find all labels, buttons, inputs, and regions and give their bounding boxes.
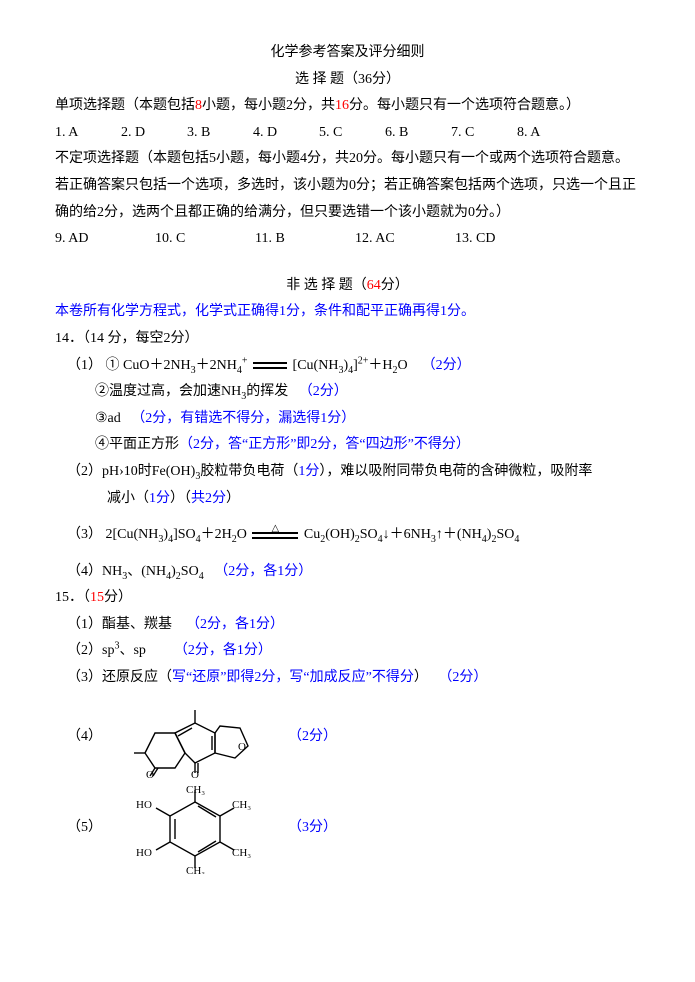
ch3-label: CH₃ xyxy=(186,784,205,796)
mcq-intro: 单项选择题（本题包括8小题，每小题2分，共16分。每小题只有一个选项符合题意。） xyxy=(55,93,640,120)
pts: （2分） xyxy=(438,670,487,685)
text: 分） xyxy=(381,278,409,293)
mcq-answer: 6. B xyxy=(385,120,451,147)
text: ③ad xyxy=(95,411,121,426)
pts: （2分，各1分） xyxy=(186,617,284,632)
text: ），难以吸附同带负电荷的含砷微粒，吸附率 xyxy=(319,464,592,479)
pts: （2分） xyxy=(288,724,337,751)
scoring-note: 本卷所有化学方程式，化学式正确得1分，条件和配平正确再得1分。 xyxy=(55,299,640,326)
pts: 1分 xyxy=(298,464,319,479)
q14-1-4: ④平面正方形（2分，答“正方形”即2分，答“四边形”不得分） xyxy=(55,432,640,459)
q14-3: （3） 2[Cu(NH3)4]SO4＋2H2O △ Cu2(OH)2SO4↓＋6… xyxy=(55,522,640,549)
ho-label: HO xyxy=(136,799,152,811)
text: 小题，每小题2分，共 xyxy=(202,98,335,113)
text: ②温度过高，会加速NH3的挥发 xyxy=(95,384,288,399)
text: 非 选 择 题（ xyxy=(286,278,367,293)
multi-answer: 11. B xyxy=(255,226,355,253)
mcq-answers: 1. A2. D3. B4. D5. C6. B7. C8. A xyxy=(55,120,640,147)
section1-heading: 选 择 题（36分） xyxy=(55,67,640,94)
svg-text:O: O xyxy=(146,769,154,778)
label: （5） xyxy=(67,815,102,842)
ch3-label: CH₃ xyxy=(232,847,251,859)
pts: 共2分 xyxy=(191,491,226,506)
q14-2: （2）pH›10时Fe(OH)3胶粒带负电荷（1分），难以吸附同带负电荷的含砷微… xyxy=(55,459,640,512)
q14-1-1: （1） ① CuO＋2NH3＋2NH4+ [Cu(NH3)4]2+＋H2O （2… xyxy=(55,353,640,380)
circled-1: ① xyxy=(106,358,120,373)
q15-4: （4） O O O （2分） xyxy=(67,698,640,778)
q15-3: （3）还原反应（写“还原”即得2分，写“加成反应”不得分） （2分） xyxy=(55,665,640,692)
pts: 15 xyxy=(90,590,104,605)
text: （2）sp3、sp xyxy=(67,643,146,658)
text: ） xyxy=(226,491,240,506)
q14-4: （4）NH3、(NH4)2SO4 （2分，各1分） xyxy=(55,559,640,586)
reaction-arrow-icon xyxy=(253,362,287,369)
heated-arrow-icon: △ xyxy=(252,525,298,539)
eq-right: Cu2(OH)2SO4↓＋6NH3↑＋(NH4)2SO4 xyxy=(304,527,520,542)
text: （3）还原反应（ xyxy=(67,670,172,685)
q15-2: （2）sp3、sp （2分，各1分） xyxy=(55,638,640,665)
section2-heading: 非 选 择 题（64分） xyxy=(55,273,640,300)
q15-1: （1）酯基、羰基 （2分，各1分） xyxy=(55,612,640,639)
label: （4） xyxy=(67,724,102,751)
mcq-answer: 2. D xyxy=(121,120,187,147)
label: （3） xyxy=(67,527,102,542)
text: ）（ xyxy=(170,491,191,506)
q14-1-2: ②温度过高，会加速NH3的挥发 （2分） xyxy=(55,379,640,406)
mcq-answer: 7. C xyxy=(451,120,517,147)
multi-answer: 10. C xyxy=(155,226,255,253)
eq-left: 2[Cu(NH3)4]SO4＋2H2O xyxy=(106,527,247,542)
q14-2-cont: 减小（1分）（共2分） xyxy=(67,486,640,513)
mcq-answer: 1. A xyxy=(55,120,121,147)
ch3-label: CH₃ xyxy=(186,865,205,874)
mcq-answer: 8. A xyxy=(517,120,583,147)
molecule-4-icon: O O O xyxy=(120,698,270,778)
q15-5: （5） CH₃ CH₃ CH₃ CH₃ HO HO （3分） xyxy=(67,784,640,874)
multi-answer: 13. CD xyxy=(455,226,555,253)
ch3-label: CH₃ xyxy=(232,799,251,811)
pts: （3分） xyxy=(288,815,337,842)
text: 15．（ xyxy=(55,590,90,605)
mcq-answer: 5. C xyxy=(319,120,385,147)
ho-label: HO xyxy=(136,847,152,859)
pts: （2分，答“正方形”即2分，答“四边形”不得分） xyxy=(179,437,470,452)
text: ④平面正方形 xyxy=(95,437,179,452)
eq-right: [Cu(NH3)4]2+＋H2O xyxy=(293,358,408,373)
pts: （2分，各1分） xyxy=(214,564,312,579)
text: 减小（ xyxy=(107,491,149,506)
pts: （2分） xyxy=(422,358,471,373)
text: ） xyxy=(414,670,428,685)
text: 单项选择题（本题包括 xyxy=(55,98,195,113)
multi-answer: 12. AC xyxy=(355,226,455,253)
q14-title: 14．（14 分，每空2分） xyxy=(55,326,640,353)
svg-text:O: O xyxy=(191,769,199,778)
text: （4）NH3、(NH4)2SO4 xyxy=(67,564,204,579)
mcq-answer: 4. D xyxy=(253,120,319,147)
mcq-count: 8 xyxy=(195,98,202,113)
pts: （2分，各1分） xyxy=(174,643,272,658)
molecule-5-icon: CH₃ CH₃ CH₃ CH₃ HO HO xyxy=(120,784,270,874)
text: （1）酯基、羰基 xyxy=(67,617,172,632)
eq-left: CuO＋2NH3＋2NH4+ xyxy=(123,358,248,373)
text: 分） xyxy=(104,590,132,605)
pts: （2分，有错选不得分，漏选得1分） xyxy=(131,411,355,426)
page-title: 化学参考答案及评分细则 xyxy=(55,40,640,67)
mcq-answer: 3. B xyxy=(187,120,253,147)
svg-text:O: O xyxy=(238,741,246,753)
pts: 64 xyxy=(367,278,381,293)
pts: 1分 xyxy=(149,491,170,506)
multi-answers: 9. AD10. C11. B12. AC13. CD xyxy=(55,226,640,253)
multi-answer: 9. AD xyxy=(55,226,155,253)
page: 化学参考答案及评分细则 选 择 题（36分） 单项选择题（本题包括8小题，每小题… xyxy=(0,0,695,982)
text: 分。每小题只有一个选项符合题意。） xyxy=(349,98,580,113)
text: （2）pH›10时Fe(OH)3胶粒带负电荷（ xyxy=(67,464,298,479)
q14-1-3: ③ad （2分，有错选不得分，漏选得1分） xyxy=(55,406,640,433)
mcq-total: 16 xyxy=(335,98,349,113)
pts: （2分） xyxy=(299,384,348,399)
text: 写“还原”即得2分，写“加成反应”不得分 xyxy=(172,670,414,685)
label: （1） xyxy=(67,358,102,373)
multi-intro: 不定项选择题（本题包括5小题，每小题4分，共20分。每小题只有一个或两个选项符合… xyxy=(55,146,640,226)
q15-title: 15．（15分） xyxy=(55,585,640,612)
